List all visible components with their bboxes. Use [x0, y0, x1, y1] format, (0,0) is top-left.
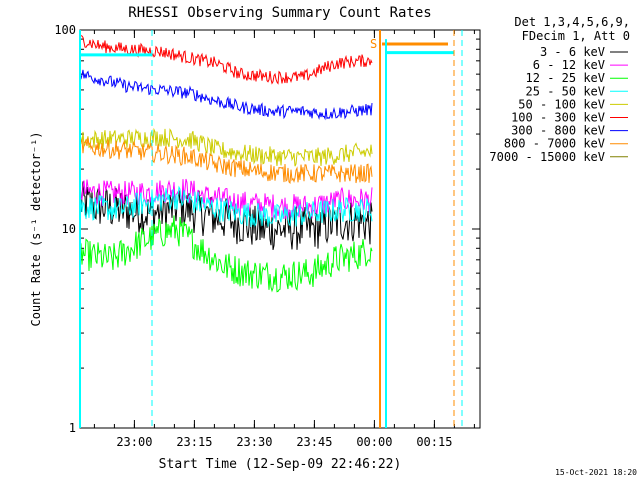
x-tick-label-3: 23:45 — [296, 435, 332, 449]
series-line-0 — [79, 181, 373, 251]
legend-label-6: 300 - 800 keV — [511, 124, 605, 138]
x-tick-label-4: 00:00 — [356, 435, 392, 449]
legend-label-4: 50 - 100 keV — [518, 97, 605, 111]
x-tick-label-0: 23:00 — [116, 435, 152, 449]
y-tick-label-0: 1 — [69, 421, 76, 435]
legend-label-3: 25 - 50 keV — [526, 84, 605, 98]
x-tick-label-2: 23:30 — [236, 435, 272, 449]
annotations: S — [370, 37, 377, 51]
legend-label-7: 800 - 7000 keV — [504, 137, 605, 151]
legend-header-line-2: FDecim 1, Att 0 — [522, 29, 630, 43]
series-layer — [79, 33, 373, 293]
series-line-5 — [79, 33, 373, 85]
annotation-0: S — [370, 37, 377, 51]
series-line-3 — [79, 185, 373, 228]
series-line-7 — [79, 137, 373, 185]
plot-timestamp: 15-Oct-2021 18:20 — [555, 468, 637, 477]
time-markers — [79, 30, 463, 428]
x-tick-label-1: 23:15 — [176, 435, 212, 449]
legend-label-2: 12 - 25 keV — [526, 71, 605, 85]
offset-series-layer — [80, 42, 454, 57]
y-axis-label: Count Rate (s⁻¹ detector⁻¹) — [29, 131, 43, 326]
legend: Det 1,3,4,5,6,9, FDecim 1, Att 0 3 - 6 k… — [489, 15, 630, 164]
x-axis-label: Start Time (12-Sep-09 22:46:22) — [159, 457, 402, 472]
x-axis-ticks: 23:00 23:15 23:30 23:45 00:00 00:15 — [93, 30, 475, 449]
y-axis-ticks: 1 10 100 — [54, 23, 480, 435]
x-tick-label-5: 00:15 — [416, 435, 452, 449]
series-line-2 — [79, 215, 373, 293]
y-tick-label-1: 10 — [62, 222, 76, 236]
legend-header-line-1: Det 1,3,4,5,6,9, — [514, 15, 630, 29]
legend-label-0: 3 - 6 keV — [540, 45, 605, 59]
y-tick-label-2: 100 — [54, 23, 76, 37]
series-line-4 — [79, 127, 373, 167]
legend-label-8: 7000 - 15000 keV — [489, 150, 605, 164]
series-line-6 — [79, 69, 373, 121]
legend-label-5: 100 - 300 keV — [511, 111, 605, 125]
legend-label-1: 6 - 12 keV — [533, 58, 605, 72]
chart-title: RHESSI Observing Summary Count Rates — [128, 5, 431, 21]
